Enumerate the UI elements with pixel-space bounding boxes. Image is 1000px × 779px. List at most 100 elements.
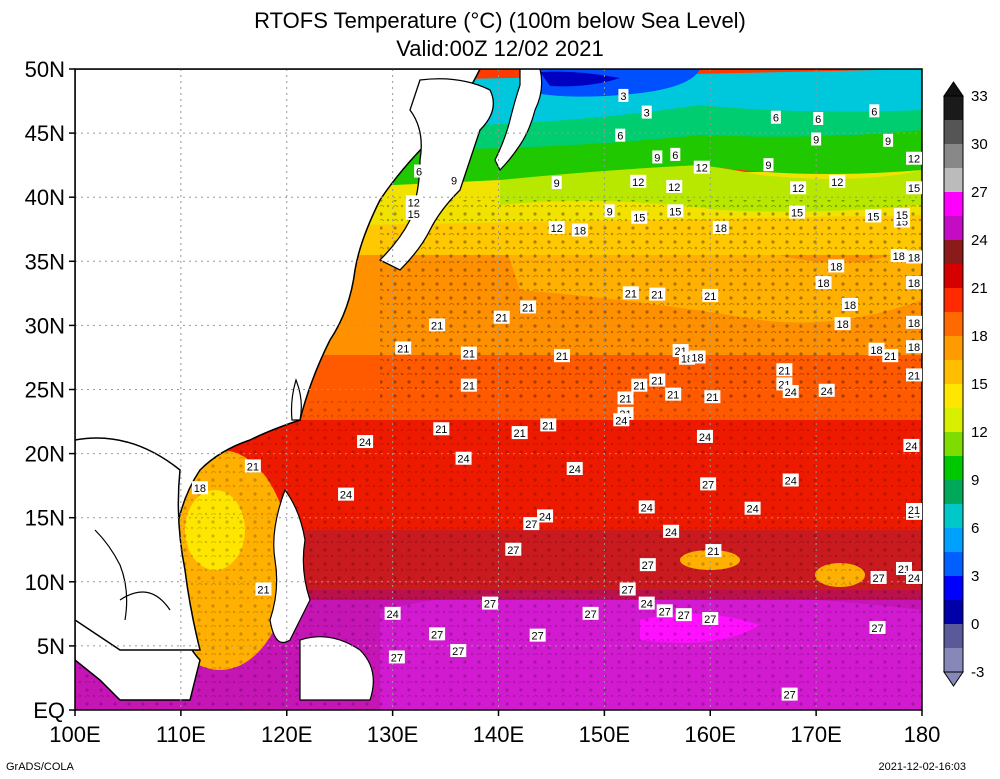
- contour-label: 21: [649, 287, 666, 302]
- contour-label: 12: [630, 174, 647, 189]
- contour-label-text: 27: [702, 479, 714, 491]
- contour-label: 6: [770, 110, 781, 125]
- contour-label: 24: [818, 383, 835, 398]
- contour-label-bg: [789, 205, 806, 219]
- contour-label-bg: [388, 650, 405, 664]
- contour-label-text: 27: [391, 652, 403, 664]
- colorbar-swatch: [944, 120, 963, 145]
- contour-label-bg: [520, 300, 537, 314]
- contour-label: 21: [460, 378, 477, 393]
- colorbar-swatch: [944, 144, 963, 169]
- contour-label: 6: [869, 104, 880, 118]
- contour-label-bg: [357, 435, 374, 449]
- contour-label-text: 27: [532, 631, 544, 643]
- contour-label-text: 12: [696, 163, 708, 175]
- contour-label-text: 15: [633, 213, 645, 225]
- contour-label: 27: [639, 558, 656, 572]
- contour-label-bg: [618, 88, 629, 102]
- contour-label: 24: [338, 487, 355, 502]
- contour-label-text: 18: [870, 345, 882, 357]
- contour-label-bg: [890, 249, 907, 263]
- contour-label-bg: [450, 644, 467, 658]
- contour-label: 15: [789, 205, 806, 220]
- contour-label-text: 18: [836, 319, 848, 331]
- contour-label-bg: [906, 503, 922, 517]
- map-subtitle-valid-time: Valid:00Z 12/02 2021: [396, 36, 604, 61]
- contour-label-bg: [604, 204, 615, 218]
- contour-label-text: 15: [669, 206, 681, 218]
- colorbar-swatch: [944, 480, 963, 505]
- contour-label-text: 21: [778, 365, 790, 377]
- contour-label: 18: [712, 220, 729, 235]
- contour-label-bg: [493, 310, 510, 324]
- contour-label-bg: [906, 151, 922, 165]
- contour-label-bg: [619, 582, 636, 596]
- contour-label-bg: [631, 378, 648, 392]
- contour-label: 27: [656, 604, 673, 618]
- lat-tick-label: 25N: [25, 378, 65, 403]
- graticule: [75, 69, 922, 710]
- contour-label: 21: [776, 363, 793, 377]
- lon-tick-label: 160E: [685, 722, 736, 747]
- lat-tick-label: 15N: [25, 506, 65, 531]
- contour-label-bg: [554, 349, 571, 363]
- contour-label: 21: [554, 349, 571, 363]
- contour-label-text: 9: [765, 160, 771, 172]
- contour-label-text: 27: [704, 614, 716, 626]
- contour-label-text: 6: [871, 106, 877, 118]
- contour-label: 21: [631, 378, 648, 393]
- contour-label-bg: [906, 250, 922, 264]
- contour-label-bg: [770, 110, 781, 124]
- contour-label: 24: [537, 509, 554, 523]
- contour-label: 21: [540, 418, 557, 432]
- contour-label: 3: [641, 105, 652, 120]
- contour-label-bg: [696, 429, 713, 443]
- contour-label-bg: [622, 286, 639, 300]
- contour-label-bg: [842, 297, 859, 311]
- contour-label-bg: [529, 628, 546, 642]
- lat-tick-label: 10N: [25, 570, 65, 595]
- contour-label: 18: [828, 259, 845, 273]
- contour-label-text: 24: [908, 573, 920, 585]
- contour-label: 15: [906, 181, 922, 195]
- colorbar-swatch: [944, 648, 963, 673]
- colorbar-label: 3: [971, 568, 979, 585]
- contour-label-text: 12: [792, 183, 804, 195]
- contour-label: 18: [815, 276, 832, 290]
- contour-label-text: 9: [654, 152, 660, 164]
- contour-label-bg: [395, 341, 412, 355]
- contour-label: 27: [619, 582, 636, 596]
- contour-label-text: 12: [831, 177, 843, 189]
- contour-label-text: 24: [821, 386, 833, 398]
- contour-label: 9: [883, 133, 894, 148]
- contour-label-text: 27: [659, 606, 671, 618]
- contour-label-text: 6: [672, 150, 678, 162]
- contour-label-text: 9: [554, 178, 560, 190]
- colorbar-label: 6: [971, 520, 979, 537]
- contour-label-text: 9: [451, 176, 457, 188]
- contour-label-text: 18: [691, 352, 703, 364]
- contour-label: 21: [429, 318, 446, 332]
- contour-label-bg: [429, 627, 446, 641]
- contour-label-bg: [763, 158, 774, 172]
- contour-label-text: 27: [584, 609, 596, 621]
- contour-label: 24: [384, 606, 401, 621]
- contour-label-bg: [641, 105, 652, 119]
- lon-tick-label: 120E: [261, 722, 312, 747]
- contour-label: 9: [763, 158, 774, 172]
- contour-label-bg: [449, 173, 460, 187]
- contour-label-text: 21: [435, 424, 447, 436]
- colorbar-label: 30: [971, 136, 988, 153]
- map-title: RTOFS Temperature (°C) (100m below Sea L…: [254, 8, 746, 33]
- contour-label-text: 6: [416, 167, 422, 179]
- lat-tick-label: 35N: [25, 249, 65, 274]
- contour-label: 24: [782, 473, 799, 488]
- contour-label: 21: [244, 459, 261, 473]
- contour-label-text: 18: [908, 318, 920, 330]
- contour-label: 24: [696, 429, 713, 444]
- contour-label-bg: [667, 204, 684, 218]
- contour-label: 12: [790, 181, 807, 195]
- contour-label-text: 24: [615, 415, 627, 427]
- contour-label-text: 24: [457, 454, 469, 466]
- contour-label-text: 27: [507, 545, 519, 557]
